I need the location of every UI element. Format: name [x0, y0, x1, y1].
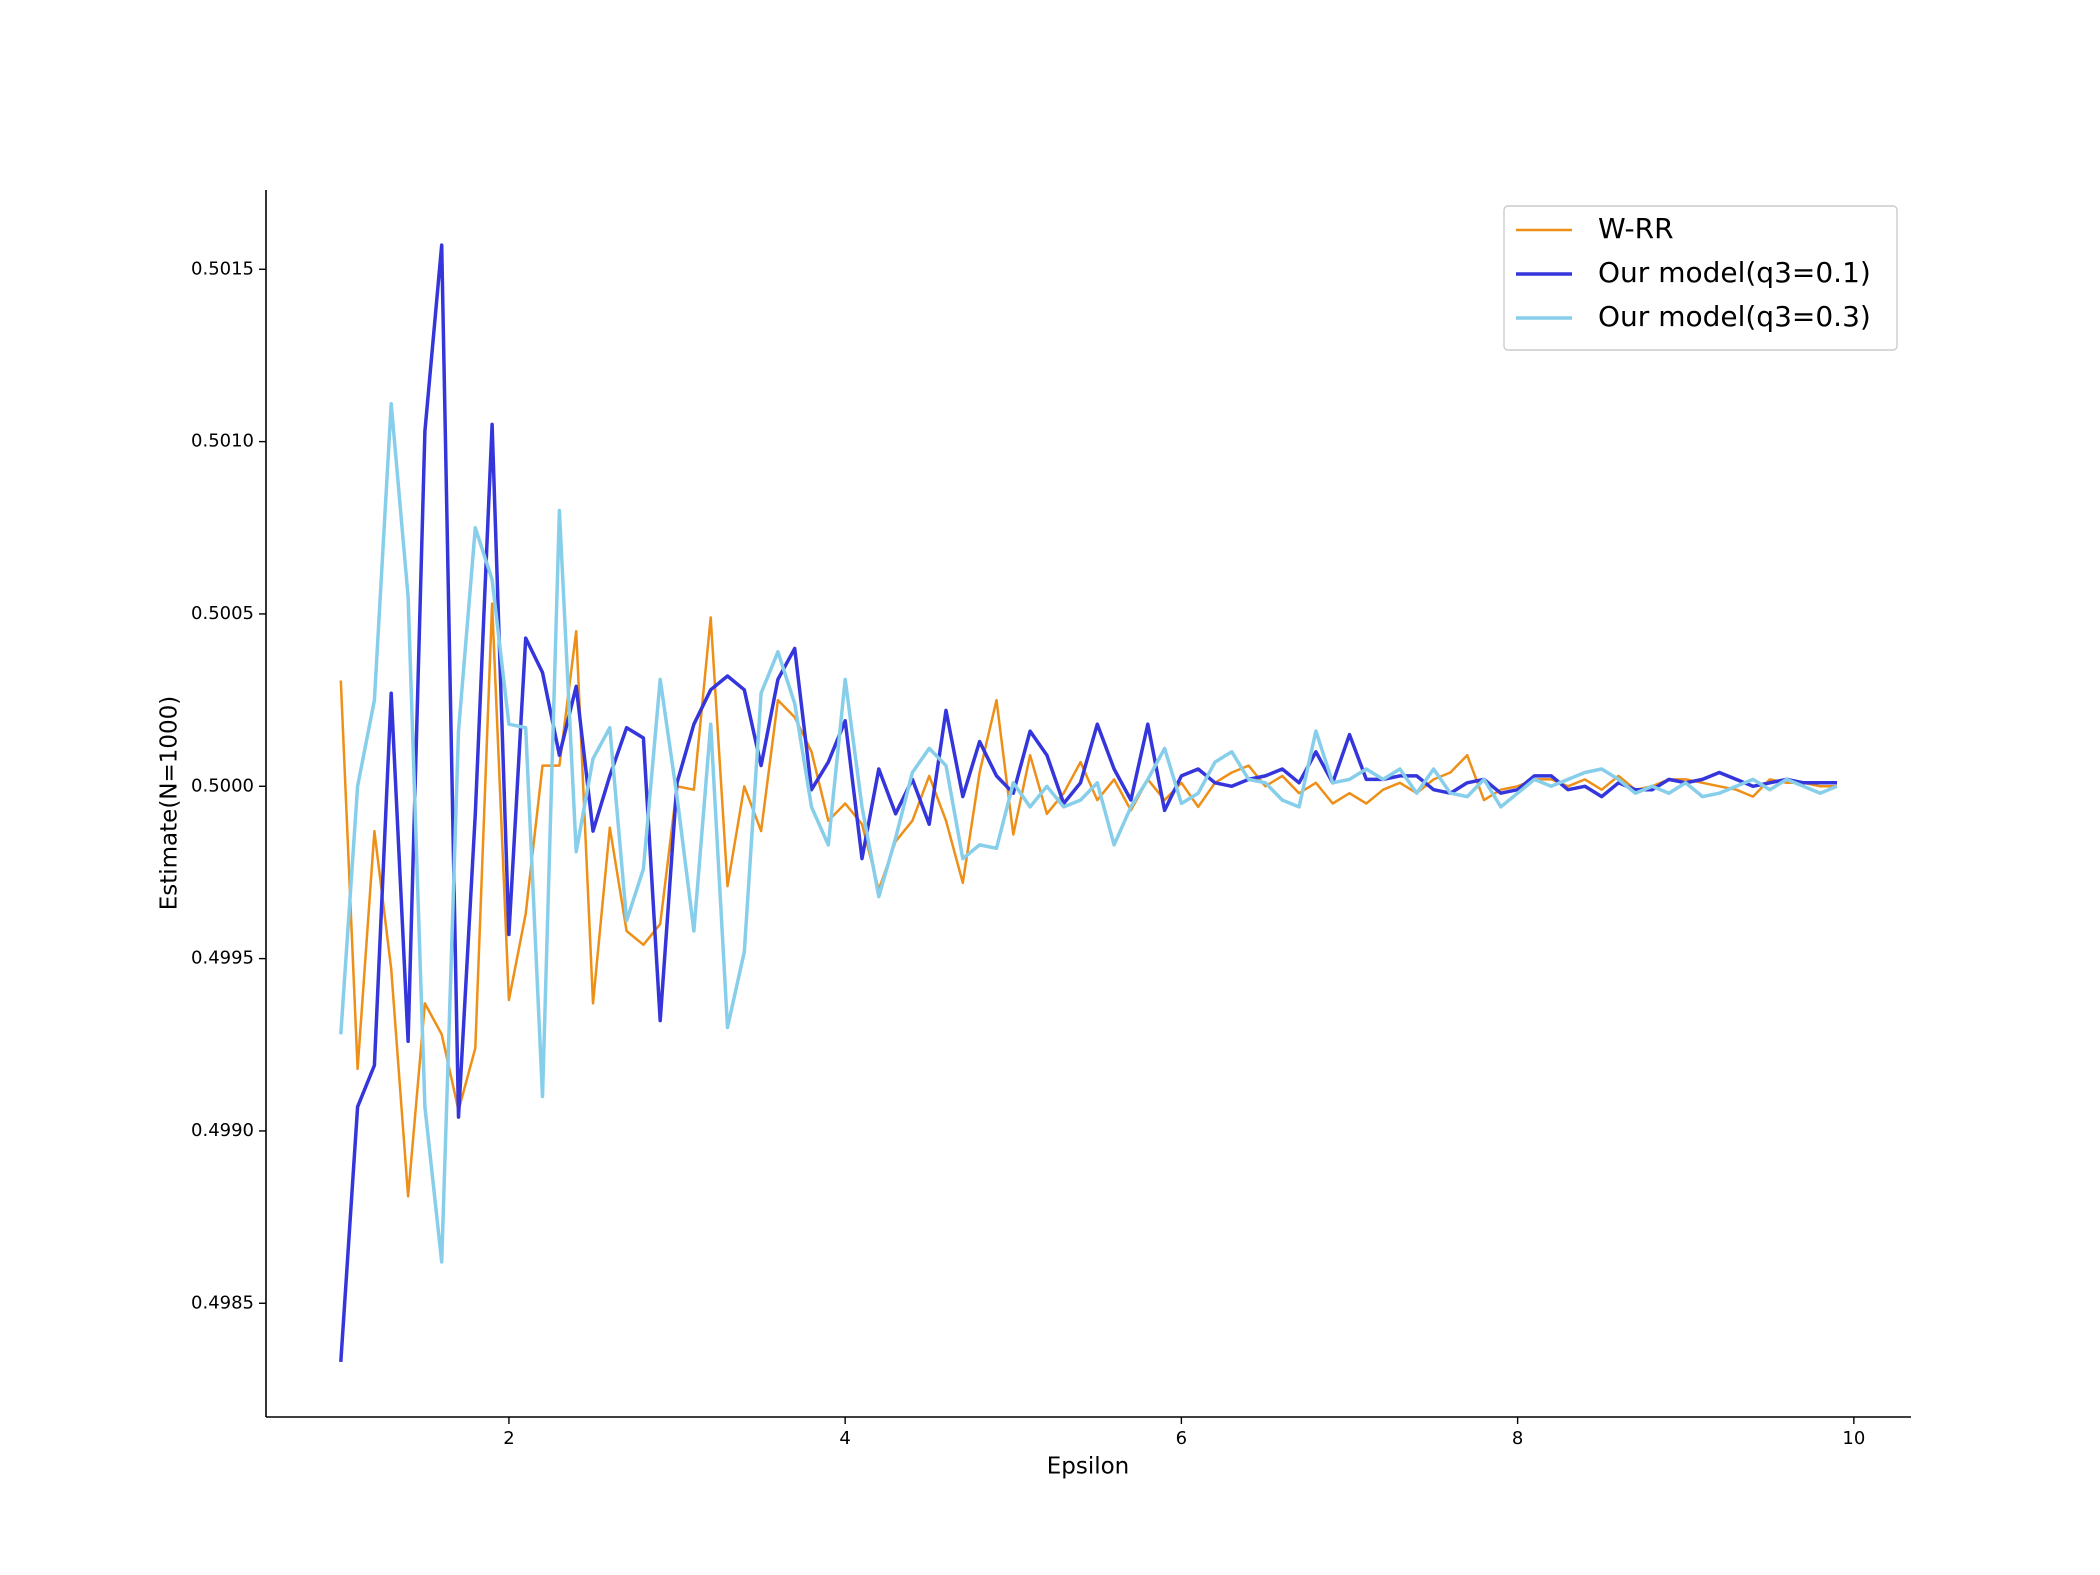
- x-tick-label: 4: [839, 1428, 850, 1449]
- y-tick-label: 0.5010: [191, 431, 254, 452]
- x-tick-label: 2: [503, 1428, 514, 1449]
- y-tick-label: 0.4990: [191, 1120, 254, 1141]
- x-tick-label: 8: [1512, 1428, 1523, 1449]
- y-tick-label: 0.5015: [191, 258, 254, 279]
- legend-frame: [1503, 205, 1898, 351]
- y-tick-label: 0.4995: [191, 948, 254, 969]
- x-tick-label: 10: [1842, 1428, 1865, 1449]
- series-line: [339, 401, 1838, 1264]
- series-line: [339, 602, 1837, 1198]
- y-axis-label: Estimate(N=1000): [157, 696, 183, 911]
- legend-label: Our model(q3=0.3): [1598, 300, 1871, 333]
- legend-label: Our model(q3=0.1): [1598, 256, 1871, 289]
- x-tick-label: 6: [1176, 1428, 1187, 1449]
- legend: W-RR Our model(q3=0.1) Our model(q3=0.3): [1503, 205, 1898, 351]
- y-tick-label: 0.4985: [191, 1292, 254, 1313]
- series-line: [339, 243, 1837, 1363]
- legend-label: W-RR: [1598, 212, 1674, 245]
- x-axis-label: Epsilon: [1047, 1454, 1130, 1480]
- y-tick-label: 0.5000: [191, 775, 254, 796]
- y-tick-label: 0.5005: [191, 603, 254, 624]
